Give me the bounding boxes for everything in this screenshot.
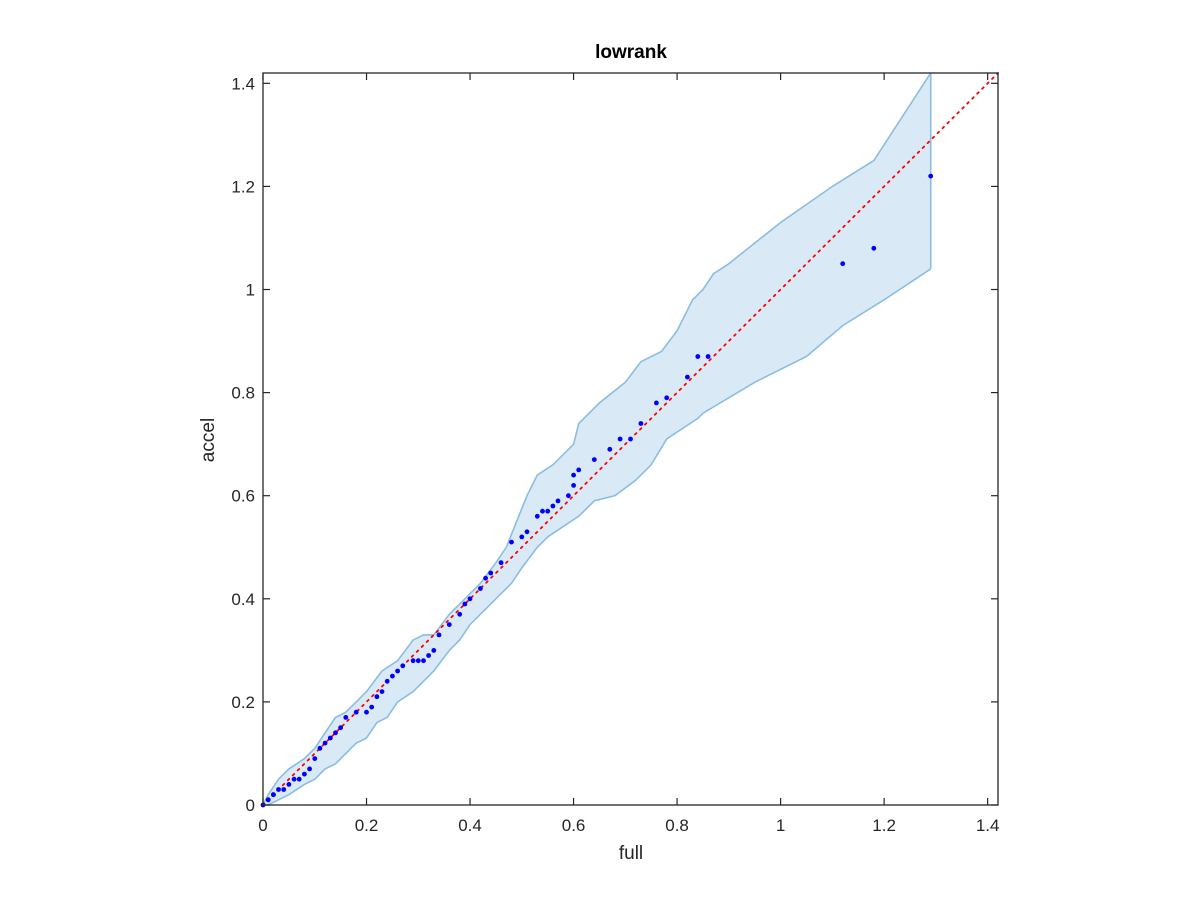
- data-point: [566, 493, 571, 499]
- data-point: [534, 513, 540, 519]
- x-tick-label: 0.4: [458, 816, 482, 835]
- data-point: [540, 508, 545, 514]
- data-point: [617, 436, 623, 442]
- band-fill: [263, 73, 931, 805]
- data-point: [384, 678, 390, 684]
- y-tick-label: 0.6: [231, 487, 255, 506]
- band-upper-edge: [262, 72, 932, 806]
- data-point: [322, 740, 328, 746]
- data-point: [695, 354, 701, 359]
- data-point: [327, 735, 333, 741]
- data-point: [928, 173, 934, 179]
- y-tick-label: 0.4: [231, 590, 255, 609]
- confidence-band: [262, 72, 932, 806]
- data-point: [638, 421, 644, 426]
- data-point: [576, 467, 582, 473]
- y-tick-label: 1: [246, 281, 255, 300]
- x-tick-label: 1: [776, 816, 785, 835]
- data-point: [364, 709, 369, 715]
- data-point: [555, 498, 561, 504]
- data-point: [524, 529, 530, 535]
- data-point: [296, 776, 302, 782]
- data-point: [871, 245, 877, 251]
- data-point: [379, 689, 385, 694]
- data-point: [426, 653, 431, 658]
- data-point: [628, 436, 633, 442]
- y-tick-label: 0.2: [231, 693, 255, 712]
- data-point: [467, 596, 473, 602]
- data-point: [840, 261, 846, 267]
- x-tick-label: 1.4: [976, 816, 1000, 835]
- data-point: [421, 658, 426, 664]
- x-tick-label: 1.2: [872, 816, 896, 835]
- y-tick-label: 0: [246, 796, 255, 815]
- data-point: [509, 539, 514, 545]
- data-point: [410, 658, 416, 664]
- data-point: [705, 354, 711, 359]
- x-tick-label: 0: [258, 816, 267, 835]
- data-point: [390, 673, 395, 679]
- data-point: [276, 787, 281, 792]
- data-point: [545, 508, 551, 514]
- data-point: [436, 632, 442, 638]
- data-point: [265, 797, 271, 803]
- y-tick-label: 1.2: [231, 177, 255, 196]
- data-point: [488, 570, 494, 576]
- plot-frame: [262, 72, 999, 806]
- data-points: [260, 173, 934, 808]
- data-point: [369, 704, 375, 710]
- data-point: [462, 601, 468, 607]
- data-point: [498, 560, 504, 566]
- band-lower-edge: [263, 268, 932, 806]
- data-point: [281, 787, 287, 792]
- data-point: [685, 374, 690, 380]
- data-point: [286, 782, 292, 787]
- data-point: [333, 730, 338, 736]
- x-tick-label: 0.6: [562, 816, 586, 835]
- data-point: [415, 658, 421, 664]
- data-point: [338, 725, 343, 731]
- data-point: [571, 472, 576, 478]
- x-axis-label: full: [619, 843, 643, 864]
- data-point: [483, 575, 488, 581]
- data-point: [312, 756, 318, 761]
- data-point: [395, 668, 400, 674]
- data-point: [271, 792, 276, 798]
- y-tick-label: 1.4: [231, 74, 255, 93]
- data-point: [591, 457, 597, 462]
- x-tick-label: 0.2: [355, 816, 379, 835]
- data-point: [317, 745, 323, 751]
- data-point: [478, 586, 483, 591]
- data-point: [374, 694, 380, 700]
- data-point: [307, 766, 312, 772]
- data-point: [343, 715, 349, 720]
- data-point: [571, 483, 576, 488]
- data-point: [353, 709, 359, 715]
- y-axis-label: accel: [198, 418, 219, 462]
- data-point: [550, 503, 556, 509]
- data-point: [400, 663, 406, 669]
- data-point: [654, 400, 659, 406]
- data-point: [431, 648, 437, 653]
- y-axis: 0 0.2 0.4 0.6 0.8 1 1.2 1.4: [231, 74, 998, 815]
- data-point: [664, 395, 670, 401]
- chart-title: lowrank: [595, 42, 667, 63]
- y-tick-label: 0.8: [231, 384, 255, 403]
- data-point: [302, 771, 307, 777]
- data-point: [519, 534, 525, 540]
- data-point: [446, 622, 452, 627]
- data-point: [607, 446, 613, 452]
- data-point: [291, 776, 297, 782]
- x-tick-label: 0.8: [665, 816, 689, 835]
- x-axis: 0 0.2 0.4 0.6 0.8 1 1.2 1.4: [258, 73, 999, 835]
- data-point: [457, 611, 463, 617]
